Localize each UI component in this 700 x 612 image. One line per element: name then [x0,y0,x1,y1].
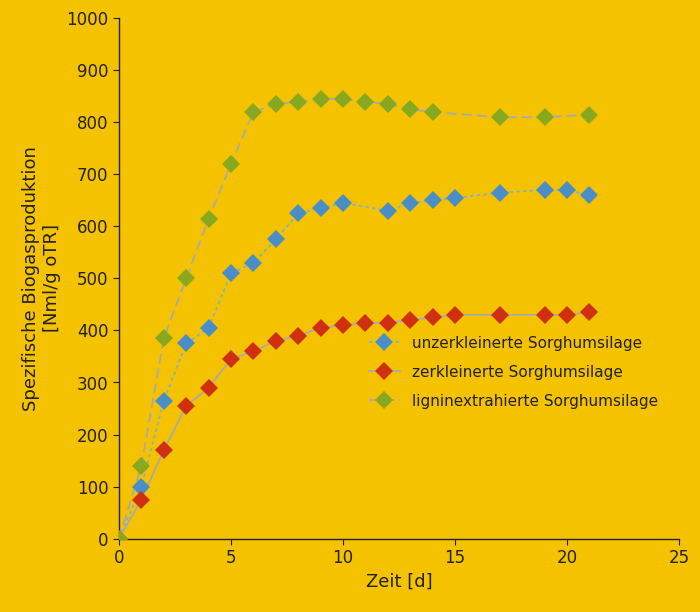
ligninextrahierte Sorghumsilage [137,462,146,469]
zerkleinerte Sorghumsilage [563,311,571,318]
ligninextrahierte Sorghumsilage [361,98,370,105]
Line: ligninextrahierte Sorghumsilage: ligninextrahierte Sorghumsilage [113,93,596,545]
unzerkleinerte Sorghumsilage [227,269,235,277]
zerkleinerte Sorghumsilage [182,402,190,409]
ligninextrahierte Sorghumsilage [204,215,213,222]
unzerkleinerte Sorghumsilage [294,210,302,217]
ligninextrahierte Sorghumsilage [428,108,437,116]
unzerkleinerte Sorghumsilage [406,200,414,207]
zerkleinerte Sorghumsilage [115,535,123,542]
unzerkleinerte Sorghumsilage [496,189,504,196]
zerkleinerte Sorghumsilage [204,384,213,392]
unzerkleinerte Sorghumsilage [204,324,213,332]
zerkleinerte Sorghumsilage [496,311,504,318]
unzerkleinerte Sorghumsilage [384,207,392,214]
ligninextrahierte Sorghumsilage [227,160,235,168]
ligninextrahierte Sorghumsilage [339,95,347,103]
unzerkleinerte Sorghumsilage [339,200,347,207]
Y-axis label: Spezifische Biogasproduktion
[Nml/g oTR]: Spezifische Biogasproduktion [Nml/g oTR] [22,146,61,411]
unzerkleinerte Sorghumsilage [137,483,146,490]
zerkleinerte Sorghumsilage [540,311,549,318]
ligninextrahierte Sorghumsilage [294,98,302,105]
zerkleinerte Sorghumsilage [294,332,302,339]
unzerkleinerte Sorghumsilage [540,186,549,193]
zerkleinerte Sorghumsilage [585,308,594,316]
unzerkleinerte Sorghumsilage [563,186,571,193]
zerkleinerte Sorghumsilage [451,311,459,318]
ligninextrahierte Sorghumsilage [406,106,414,113]
Line: unzerkleinerte Sorghumsilage: unzerkleinerte Sorghumsilage [113,184,596,545]
zerkleinerte Sorghumsilage [316,324,325,332]
unzerkleinerte Sorghumsilage [428,196,437,204]
ligninextrahierte Sorghumsilage [249,108,258,116]
unzerkleinerte Sorghumsilage [585,192,594,199]
zerkleinerte Sorghumsilage [384,319,392,326]
zerkleinerte Sorghumsilage [160,446,168,453]
ligninextrahierte Sorghumsilage [182,275,190,282]
unzerkleinerte Sorghumsilage [115,535,123,542]
ligninextrahierte Sorghumsilage [540,113,549,121]
zerkleinerte Sorghumsilage [339,321,347,329]
unzerkleinerte Sorghumsilage [182,340,190,347]
zerkleinerte Sorghumsilage [406,316,414,324]
zerkleinerte Sorghumsilage [137,496,146,503]
unzerkleinerte Sorghumsilage [316,204,325,212]
zerkleinerte Sorghumsilage [272,337,280,345]
ligninextrahierte Sorghumsilage [160,335,168,342]
ligninextrahierte Sorghumsilage [496,113,504,121]
ligninextrahierte Sorghumsilage [316,95,325,103]
unzerkleinerte Sorghumsilage [249,259,258,266]
zerkleinerte Sorghumsilage [361,319,370,326]
zerkleinerte Sorghumsilage [428,314,437,321]
unzerkleinerte Sorghumsilage [272,236,280,243]
unzerkleinerte Sorghumsilage [451,194,459,201]
ligninextrahierte Sorghumsilage [272,100,280,108]
ligninextrahierte Sorghumsilage [384,100,392,108]
unzerkleinerte Sorghumsilage [160,397,168,405]
zerkleinerte Sorghumsilage [227,356,235,363]
zerkleinerte Sorghumsilage [249,348,258,355]
Legend: unzerkleinerte Sorghumsilage, zerkleinerte Sorghumsilage, ligninextrahierte Sorg: unzerkleinerte Sorghumsilage, zerkleiner… [362,329,666,417]
X-axis label: Zeit [d]: Zeit [d] [365,573,433,591]
ligninextrahierte Sorghumsilage [115,535,123,542]
ligninextrahierte Sorghumsilage [585,111,594,118]
Line: zerkleinerte Sorghumsilage: zerkleinerte Sorghumsilage [113,306,596,545]
